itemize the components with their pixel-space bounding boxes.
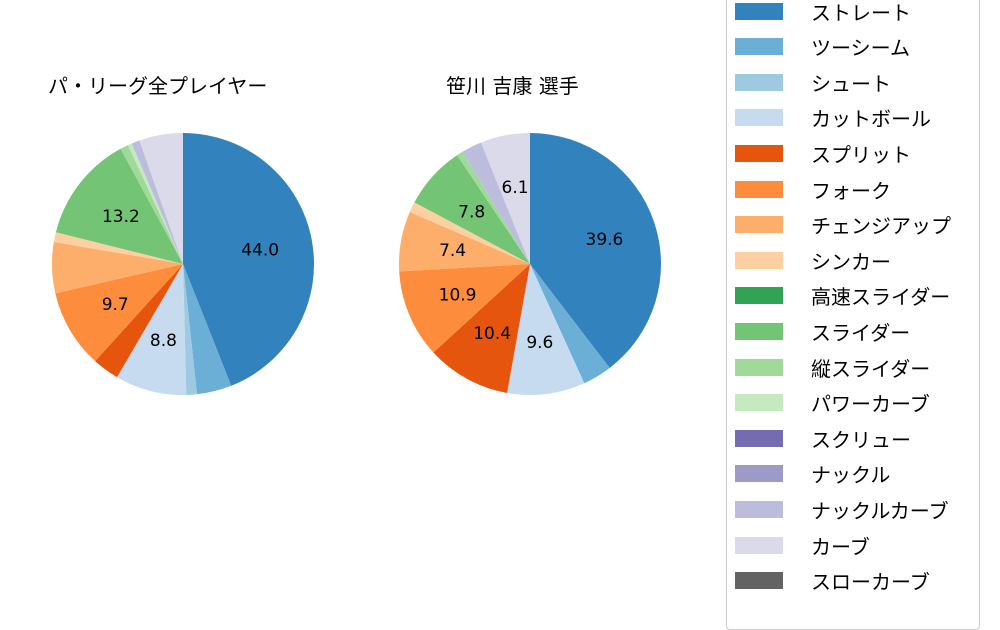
legend-swatch	[735, 109, 783, 127]
pie-slice	[139, 133, 183, 264]
legend-label: フォーク	[811, 178, 891, 203]
legend-label: ストレート	[811, 0, 911, 25]
legend-item: カットボール	[735, 106, 931, 132]
league-pie: 44.0 8.8 9.7 13.2	[51, 133, 314, 395]
pie-slice	[127, 143, 183, 264]
pie-slice	[409, 202, 530, 264]
legend-item: 縦スライダー	[735, 355, 931, 381]
legend-swatch	[735, 465, 783, 483]
legend-item: スプリット	[735, 141, 911, 167]
legend-item: スライダー	[735, 319, 911, 345]
legend-label: シンカー	[811, 249, 891, 274]
pie-slice	[51, 241, 183, 294]
pie-slice	[414, 155, 530, 264]
pie-slice	[183, 264, 197, 395]
pie-slice	[399, 211, 530, 272]
legend-swatch	[735, 500, 783, 518]
legend-label: ツーシーム	[811, 36, 910, 61]
pie-slice	[95, 264, 183, 378]
legend-swatch	[735, 536, 783, 554]
slice-percent-label: 7.4	[439, 241, 466, 261]
legend-label: 縦スライダー	[811, 356, 931, 381]
slice-percent-label: 39.6	[586, 230, 624, 250]
slice-percent-label: 7.8	[458, 202, 485, 222]
slice-percent-label: 8.8	[150, 331, 177, 351]
player-pie: 39.6 9.6 10.4 10.9 7.4 7.8 6.1	[399, 133, 661, 395]
pie-slice	[462, 142, 530, 264]
legend-label: スクリュー	[811, 427, 911, 452]
legend: ストレートツーシームシュートカットボール スプリットフォークチェンジアップ シンカー…	[726, 0, 980, 630]
legend-swatch	[735, 394, 783, 412]
pie-charts: 44.0 8.8 9.7 13.2 39.6 9.6 10.4 10.9 7.4 7.8 6.1	[51, 133, 661, 395]
legend-item: ストレート	[735, 0, 911, 25]
slice-percent-label: 9.7	[102, 295, 129, 315]
legend-label: シュート	[811, 71, 891, 96]
legend-item: ナックル	[735, 462, 891, 488]
right-pie-title: 笹川 吉康 選手	[446, 74, 579, 98]
legend-label: ナックル	[811, 463, 891, 488]
slice-percent-label: 9.6	[526, 333, 553, 353]
pie-slice	[481, 133, 530, 264]
legend-item: チェンジアップ	[735, 213, 951, 239]
slice-percent-label: 13.2	[102, 207, 140, 227]
legend-swatch	[735, 429, 783, 447]
legend-swatch	[735, 322, 783, 340]
legend-item: フォーク	[735, 177, 891, 203]
legend-item: シンカー	[735, 248, 891, 274]
pie-slice	[117, 264, 187, 395]
pie-slice	[399, 264, 530, 353]
legend-item: スクリュー	[735, 426, 911, 452]
legend-label: カットボール	[811, 107, 931, 132]
pie-slice	[457, 151, 530, 264]
legend-swatch	[735, 38, 783, 56]
pie-slice	[530, 133, 661, 369]
legend-label: カーブ	[811, 534, 870, 559]
slice-percent-label: 44.0	[241, 240, 279, 260]
legend-label: スプリット	[811, 142, 911, 167]
pie-slice	[433, 264, 530, 393]
pie-slice	[53, 232, 184, 264]
legend-swatch	[735, 572, 783, 590]
legend-swatch	[735, 180, 783, 198]
left-pie-title: パ・リーグ全プレイヤー	[48, 74, 268, 98]
legend-label: スライダー	[811, 320, 911, 345]
slice-percent-label: 6.1	[502, 178, 529, 198]
legend-label: スローカーブ	[811, 570, 930, 595]
legend-item: カーブ	[735, 533, 870, 559]
legend-item: 高速スライダー	[735, 284, 951, 310]
pie-slice	[183, 264, 232, 395]
legend-swatch	[735, 144, 783, 162]
pie-slice	[55, 264, 184, 362]
legend-swatch	[735, 216, 783, 234]
legend-label: 高速スライダー	[811, 285, 951, 310]
slice-percent-label: 10.4	[473, 324, 511, 344]
legend-item: ツーシーム	[735, 35, 910, 61]
legend-swatch	[735, 2, 783, 20]
legend-swatch	[735, 358, 783, 376]
legend-label: パワーカーブ	[811, 392, 930, 417]
pie-slice	[507, 264, 585, 395]
pie-slice	[55, 148, 183, 264]
legend-item: シュート	[735, 70, 891, 96]
legend-swatch	[735, 287, 783, 305]
pie-slice	[131, 140, 183, 264]
pie-slice	[183, 133, 314, 386]
legend-label: チェンジアップ	[811, 214, 951, 239]
legend-item: スローカーブ	[735, 569, 930, 595]
legend-swatch	[735, 251, 783, 269]
legend-item: パワーカーブ	[735, 391, 930, 417]
legend-label: ナックルカーブ	[811, 498, 949, 523]
slice-percent-label: 10.9	[439, 286, 477, 306]
legend-swatch	[735, 73, 783, 91]
pie-slice	[120, 145, 183, 264]
pie-slice	[530, 264, 610, 384]
legend-item: ナックルカーブ	[735, 497, 949, 523]
